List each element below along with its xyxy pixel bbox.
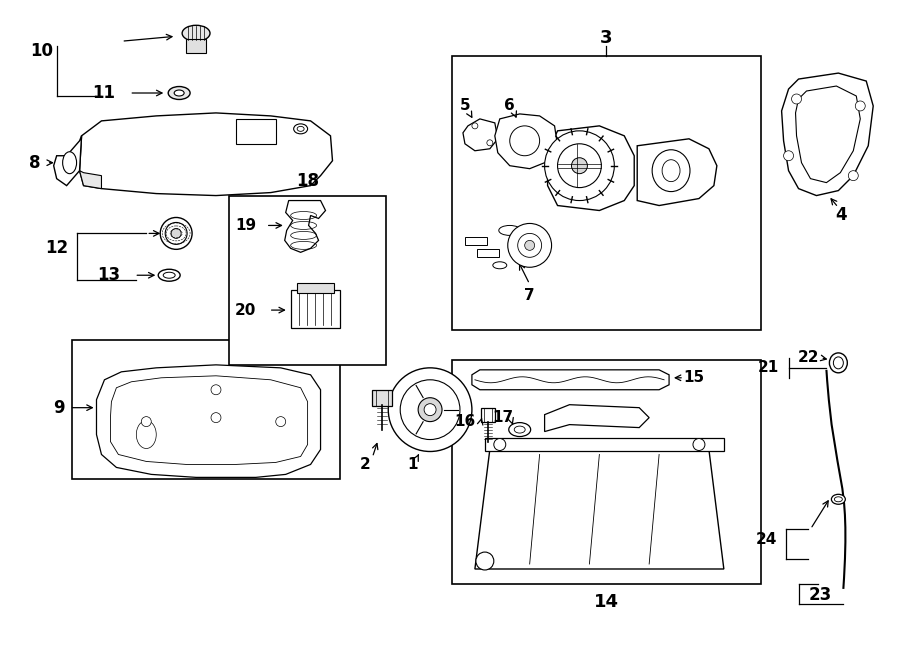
Ellipse shape [834, 497, 842, 502]
Circle shape [544, 131, 615, 200]
Circle shape [693, 438, 705, 451]
Ellipse shape [493, 262, 507, 269]
Ellipse shape [521, 251, 538, 259]
Polygon shape [54, 136, 82, 186]
Text: 6: 6 [504, 98, 515, 114]
Ellipse shape [182, 25, 210, 41]
Polygon shape [472, 370, 669, 390]
Bar [452, 360, 760, 584]
Circle shape [508, 223, 552, 267]
Bar [485, 438, 724, 451]
Ellipse shape [158, 269, 180, 281]
Ellipse shape [516, 239, 524, 247]
Circle shape [418, 398, 442, 422]
Polygon shape [79, 171, 102, 188]
Ellipse shape [160, 217, 192, 249]
Text: 22: 22 [797, 350, 819, 366]
Circle shape [476, 552, 494, 570]
Circle shape [784, 151, 794, 161]
Circle shape [211, 385, 221, 395]
Circle shape [518, 233, 542, 257]
Circle shape [792, 94, 802, 104]
Ellipse shape [832, 494, 845, 504]
Text: 17: 17 [492, 410, 513, 425]
Bar [291, 290, 340, 328]
Polygon shape [637, 139, 717, 206]
Bar [236, 119, 275, 144]
Text: 3: 3 [600, 29, 613, 47]
Text: 8: 8 [29, 154, 40, 172]
Ellipse shape [652, 150, 690, 192]
Bar [373, 390, 392, 406]
Text: 9: 9 [53, 399, 65, 416]
Bar [72, 340, 340, 479]
Text: 20: 20 [235, 303, 256, 317]
Polygon shape [475, 449, 724, 569]
Ellipse shape [293, 124, 308, 134]
Circle shape [424, 404, 436, 416]
Polygon shape [495, 114, 557, 169]
Ellipse shape [830, 353, 847, 373]
Bar [477, 249, 499, 257]
Circle shape [400, 380, 460, 440]
Circle shape [211, 412, 221, 422]
Polygon shape [547, 126, 634, 210]
Polygon shape [463, 119, 498, 151]
Text: 2: 2 [360, 457, 371, 472]
Circle shape [141, 416, 151, 426]
Text: 24: 24 [756, 531, 778, 547]
Ellipse shape [833, 357, 843, 369]
Circle shape [855, 101, 865, 111]
Text: 13: 13 [97, 266, 120, 284]
Circle shape [557, 144, 601, 188]
Circle shape [487, 140, 493, 146]
Ellipse shape [168, 87, 190, 99]
Polygon shape [544, 405, 649, 432]
Ellipse shape [514, 426, 526, 433]
Polygon shape [79, 113, 332, 196]
Text: 16: 16 [454, 414, 475, 429]
Ellipse shape [175, 90, 184, 96]
Ellipse shape [163, 272, 176, 278]
Circle shape [472, 123, 478, 129]
Polygon shape [96, 365, 320, 477]
Ellipse shape [63, 152, 76, 174]
Circle shape [388, 368, 472, 451]
Bar [229, 196, 386, 365]
Circle shape [572, 158, 588, 174]
Bar [297, 283, 335, 293]
Text: 5: 5 [460, 98, 470, 114]
Ellipse shape [171, 229, 181, 239]
Bar [465, 237, 487, 245]
Circle shape [525, 241, 535, 251]
Text: 12: 12 [45, 239, 68, 257]
Text: 4: 4 [835, 206, 847, 225]
Text: 11: 11 [92, 84, 115, 102]
Ellipse shape [297, 126, 304, 132]
Ellipse shape [499, 225, 521, 235]
Text: 15: 15 [683, 370, 705, 385]
Polygon shape [796, 86, 860, 182]
Text: 14: 14 [594, 593, 619, 611]
Circle shape [275, 416, 285, 426]
Bar [186, 39, 206, 53]
Polygon shape [781, 73, 873, 196]
Ellipse shape [662, 160, 680, 182]
Text: 23: 23 [809, 586, 832, 604]
Text: 10: 10 [31, 42, 53, 60]
Circle shape [849, 171, 859, 180]
Text: 7: 7 [525, 288, 535, 303]
Text: 21: 21 [758, 360, 779, 375]
Polygon shape [284, 200, 326, 253]
Bar [452, 56, 760, 330]
Text: 1: 1 [407, 457, 418, 472]
Bar [481, 408, 495, 422]
Text: 18: 18 [296, 172, 320, 190]
Text: 19: 19 [235, 218, 256, 233]
Ellipse shape [166, 223, 187, 245]
Ellipse shape [508, 422, 531, 436]
Circle shape [494, 438, 506, 451]
